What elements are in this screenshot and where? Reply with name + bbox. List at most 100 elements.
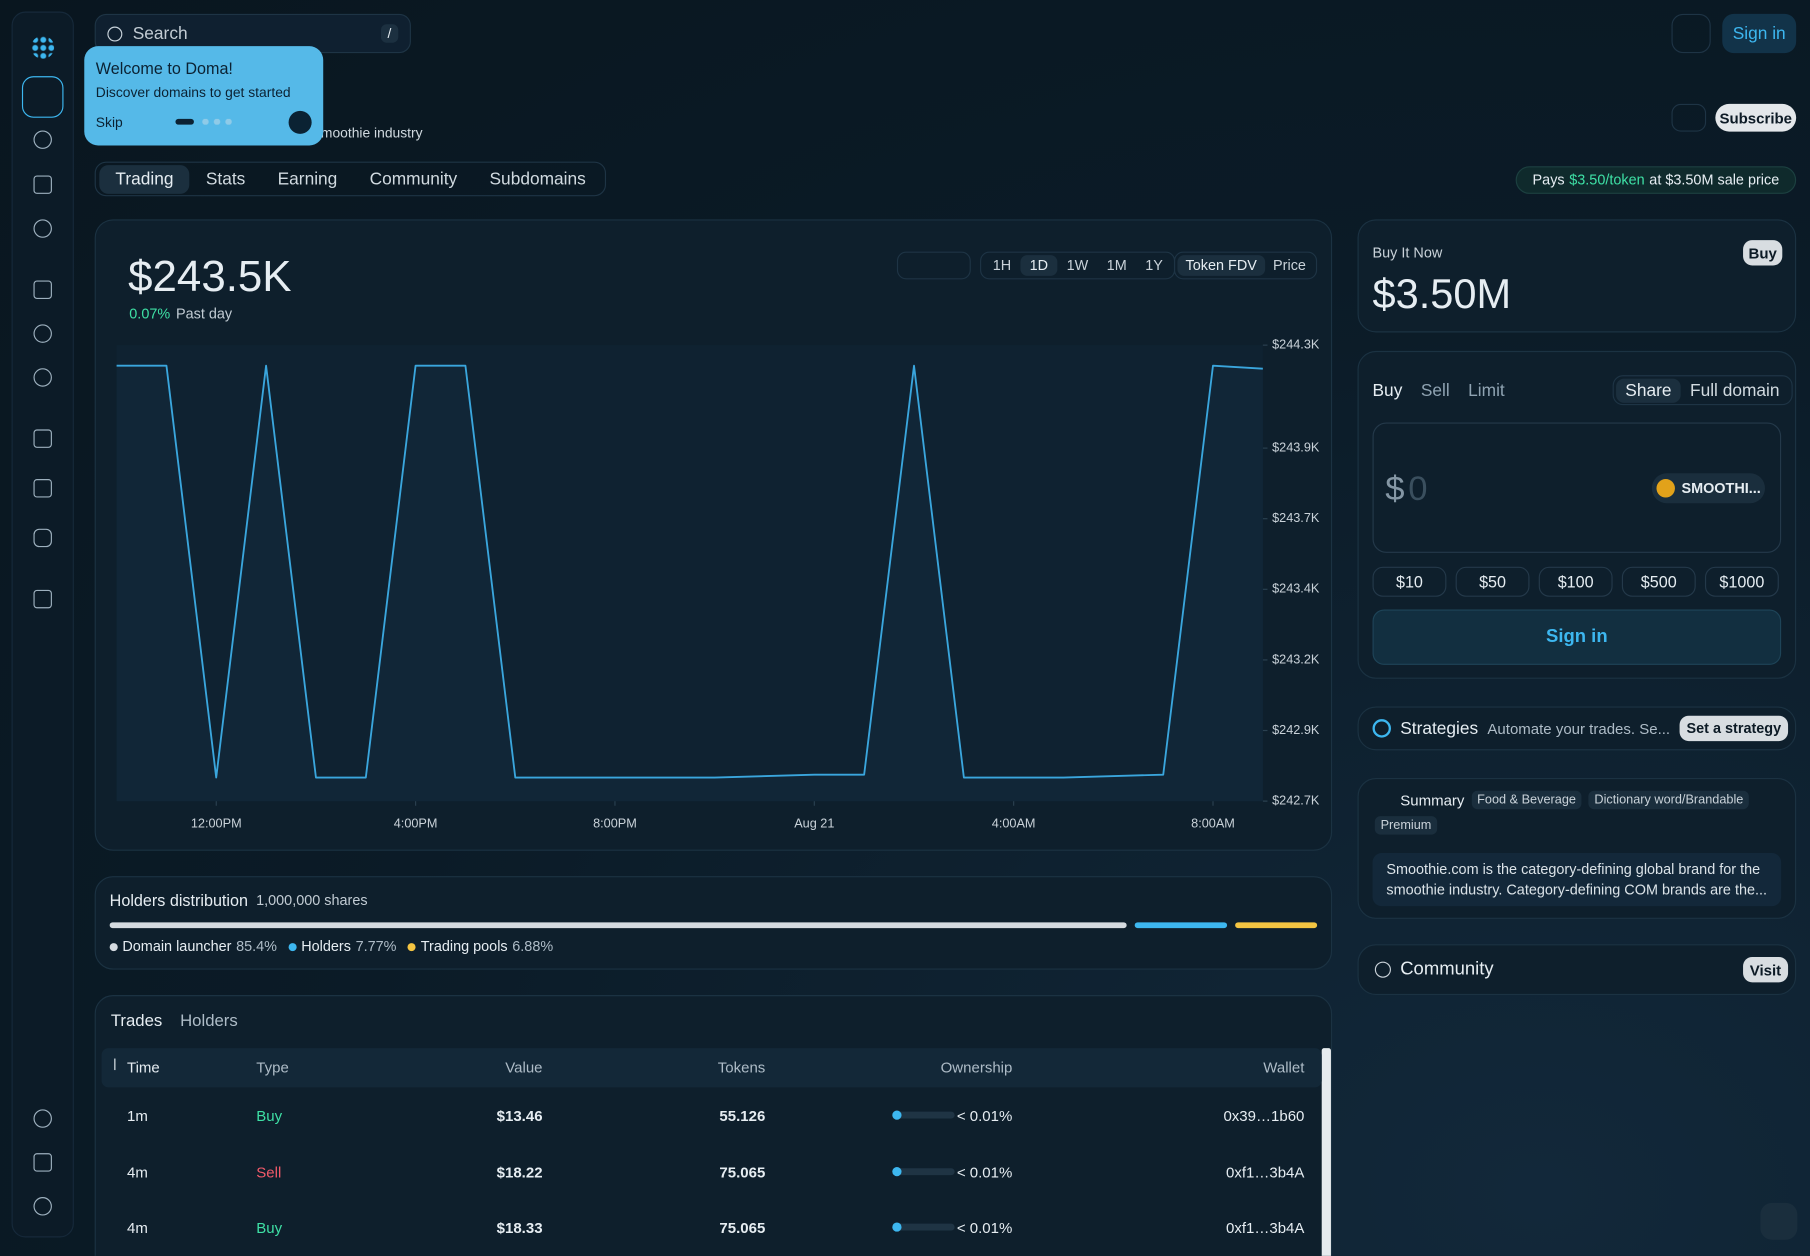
- strategies-button[interactable]: Set a strategy: [1679, 715, 1789, 742]
- column-header[interactable]: Time: [126, 1058, 160, 1076]
- sign-in-button[interactable]: Sign in: [1722, 13, 1797, 54]
- legend-name: Trading pools: [420, 938, 508, 955]
- table-cell: < 0.01%: [956, 1107, 1013, 1125]
- scrollbar[interactable]: [1321, 1048, 1331, 1256]
- order-mode[interactable]: Share: [1616, 378, 1681, 403]
- nav-icon[interactable]: [33, 528, 52, 548]
- preset-amount[interactable]: $1000: [1704, 566, 1779, 597]
- legend-dot: [288, 942, 297, 951]
- order-tab[interactable]: Limit: [1468, 380, 1505, 401]
- order-tab[interactable]: Buy: [1372, 380, 1403, 401]
- legend-name: Domain launcher: [122, 938, 232, 955]
- legend-dot: [109, 942, 118, 951]
- table-cell: 75.065: [719, 1162, 766, 1181]
- legend-item: Trading pools 6.88%: [408, 938, 554, 955]
- order-sign-in[interactable]: Sign in: [1372, 609, 1782, 665]
- ai-button[interactable]: [1760, 1202, 1798, 1240]
- preset-amount[interactable]: $50: [1455, 566, 1530, 597]
- table-cell: $18.22: [496, 1162, 543, 1181]
- x-tick-label: 8:00AM: [1191, 817, 1235, 831]
- column-header[interactable]: Wallet: [1263, 1058, 1305, 1076]
- nav-icon[interactable]: [33, 1197, 52, 1216]
- holders-panel: Holders distribution 1,000,000 shares Do…: [94, 876, 1333, 970]
- summary-tag: Dictionary word/Brandable: [1588, 790, 1750, 810]
- tabs: Trading Stats Earning Community Subdomains: [94, 161, 607, 197]
- range-option[interactable]: 1D: [1020, 255, 1058, 276]
- ownership-bar: [892, 1111, 955, 1119]
- search-icon: [107, 25, 123, 41]
- holders-title: Holders distribution: [109, 891, 249, 910]
- holders-bar-segment: [1134, 922, 1228, 929]
- share-button[interactable]: [1671, 103, 1707, 132]
- tab[interactable]: Community: [369, 169, 458, 189]
- nav-icon[interactable]: [33, 1109, 52, 1128]
- range-option[interactable]: 1H: [992, 257, 1012, 274]
- range-option[interactable]: 1M: [1106, 257, 1127, 274]
- legend-value: 7.77%: [355, 938, 397, 955]
- chart-panel: $243.5K 0.07% Past day 1H 1D 1W 1M 1Y Token …: [94, 219, 1333, 851]
- ownership-fill: [892, 1166, 902, 1176]
- x-tick-label: 4:00PM: [394, 817, 438, 831]
- buy-now-price: $3.50M: [1372, 270, 1512, 318]
- range-option[interactable]: 1W: [1066, 257, 1089, 274]
- column-header[interactable]: Ownership: [940, 1058, 1013, 1076]
- tab[interactable]: Subdomains: [489, 169, 586, 189]
- payout-prefix: Pays: [1532, 171, 1565, 189]
- x-tick-label: Aug 21: [794, 817, 834, 831]
- order-tab[interactable]: Sell: [1420, 380, 1450, 401]
- community-button[interactable]: Visit: [1742, 956, 1789, 983]
- chat-button[interactable]: [1671, 13, 1711, 54]
- community-panel: Community Visit: [1357, 944, 1797, 996]
- table-cell: 4m: [126, 1162, 148, 1181]
- column-header[interactable]: Value: [505, 1058, 543, 1076]
- nav-icon[interactable]: [33, 429, 52, 448]
- mode-option[interactable]: Token FDV: [1177, 255, 1265, 276]
- table-cell: $18.33: [496, 1218, 543, 1237]
- ownership-bar: [892, 1223, 955, 1231]
- nav-icon[interactable]: [33, 589, 52, 609]
- buy-now-button[interactable]: Buy: [1743, 240, 1783, 266]
- preset-amount[interactable]: $100: [1538, 566, 1613, 597]
- legend-dot: [408, 942, 417, 951]
- subscribe-button[interactable]: Subscribe: [1715, 103, 1797, 132]
- legend-value: 6.88%: [512, 938, 554, 955]
- nav-icon[interactable]: [33, 130, 52, 149]
- nav-icon[interactable]: [33, 368, 52, 387]
- preset-amount[interactable]: $10: [1372, 566, 1447, 597]
- preset-amount[interactable]: $500: [1621, 566, 1696, 597]
- nav-icon[interactable]: [33, 175, 52, 194]
- nav-icon[interactable]: [33, 219, 52, 238]
- nav-icon[interactable]: [33, 1153, 52, 1172]
- range-option[interactable]: 1Y: [1145, 257, 1163, 274]
- nav-icon[interactable]: [33, 280, 52, 299]
- mode-option[interactable]: Price: [1273, 257, 1306, 274]
- order-mode[interactable]: Full domain: [1689, 380, 1780, 400]
- trades-tab[interactable]: Trades: [110, 1012, 163, 1031]
- summary-header: Summary Food & Beverage Dictionary word/B…: [1374, 790, 1767, 835]
- chart-type-toggle[interactable]: [896, 251, 971, 280]
- tab[interactable]: Trading: [99, 164, 190, 194]
- token-selector[interactable]: SMOOTHI...: [1651, 473, 1765, 504]
- table-cell: 0xf1…3b4A: [1225, 1162, 1305, 1181]
- legend-item: Holders 7.77%: [288, 938, 397, 955]
- buy-now-label: Buy It Now: [1372, 244, 1443, 261]
- chart-change: 0.07% Past day: [129, 306, 232, 322]
- tooltip-skip[interactable]: Skip: [95, 114, 123, 131]
- summary-title: Summary: [1400, 791, 1465, 809]
- y-tick-label: $242.7K: [1272, 793, 1320, 807]
- summary-panel: Summary Food & Beverage Dictionary word/B…: [1357, 778, 1797, 919]
- column-header[interactable]: Type: [256, 1058, 289, 1076]
- nav-icon[interactable]: [33, 479, 52, 498]
- tab[interactable]: Earning: [277, 169, 338, 189]
- x-tick-label: 12:00PM: [191, 817, 242, 831]
- tooltip-next[interactable]: [288, 110, 312, 134]
- nav-icon[interactable]: [33, 324, 52, 343]
- tab[interactable]: Stats: [205, 169, 246, 189]
- trades-tab[interactable]: Holders: [180, 1012, 238, 1031]
- y-tick-label: $243.2K: [1272, 652, 1320, 666]
- amount-input[interactable]: $ 0 SMOOTHI...: [1372, 422, 1782, 553]
- column-header[interactable]: Tokens: [717, 1058, 766, 1076]
- ownership-fill: [892, 1110, 902, 1120]
- nav-explore[interactable]: [21, 76, 64, 118]
